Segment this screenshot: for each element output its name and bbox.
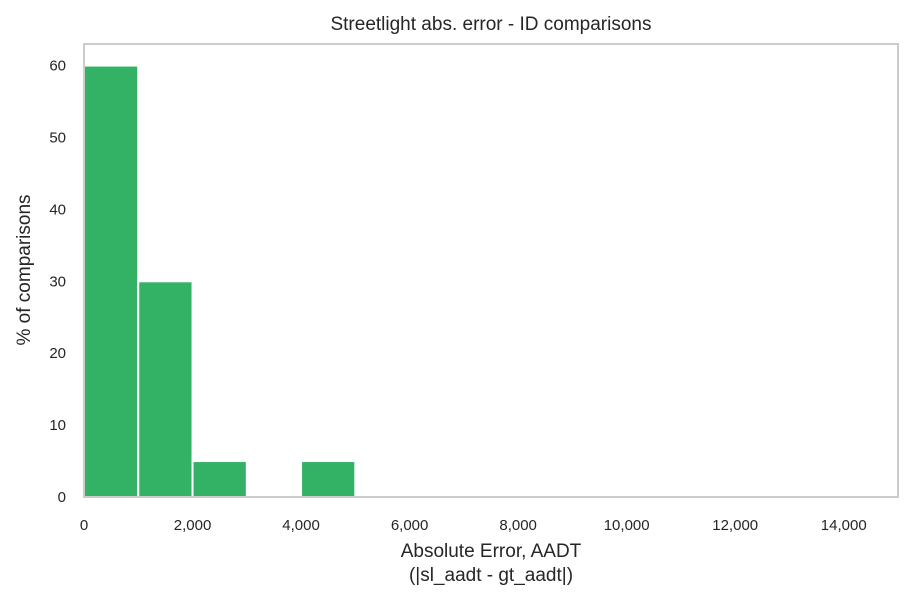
y-tick-label: 40 [49,201,66,218]
y-tick-label: 50 [49,129,66,146]
y-tick-label: 60 [49,58,66,75]
x-tick-label: 2,000 [174,517,212,534]
y-tick-label: 0 [58,489,66,506]
y-tick-label: 10 [49,417,66,434]
plot-frame [83,43,899,498]
histogram-bar [300,460,357,498]
histogram-bar [191,460,248,498]
x-tick-label: 6,000 [391,517,429,534]
x-tick-label: 14,000 [821,517,867,534]
chart-title: Streetlight abs. error - ID comparisons [330,14,651,35]
y-tick-label: 20 [49,345,66,362]
y-tick-labels: 0 10 20 30 40 50 60 [49,58,66,506]
x-tick-label: 8,000 [499,517,537,534]
x-tick-labels: 0 2,000 4,000 6,000 8,000 10,000 12,000 14,000 [80,517,867,534]
x-axis-title-line-1: Absolute Error, AADT [401,541,582,562]
x-tick-label: 10,000 [604,517,650,534]
x-axis-title-line-2: (|sl_aadt - gt_aadt|) [409,565,573,586]
x-tick-label: 12,000 [712,517,758,534]
x-tick-label: 0 [80,517,88,534]
y-axis-title: % of comparisons [14,194,35,345]
x-tick-label: 4,000 [282,517,320,534]
y-tick-label: 30 [49,273,66,290]
histogram-bar [137,280,194,498]
bars-group [83,64,357,498]
histogram-bar [83,64,140,498]
